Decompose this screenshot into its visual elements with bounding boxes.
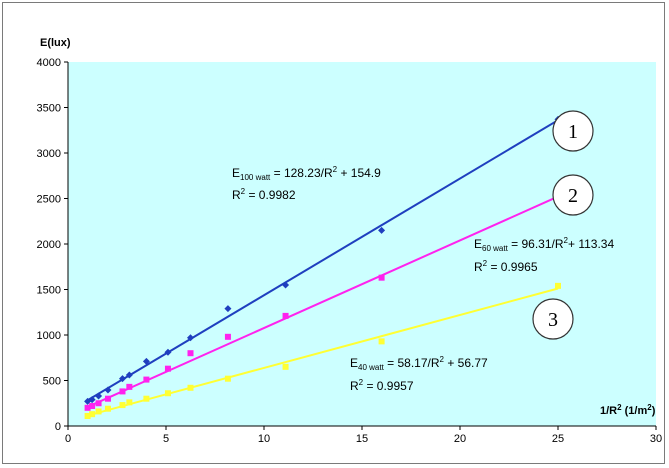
fit-line-series-2	[87, 195, 559, 408]
badge-circle-3	[532, 298, 574, 340]
y-tick-label: 0	[55, 421, 61, 433]
y-tick-label: 1500	[37, 285, 61, 297]
data-point-series-3	[89, 411, 96, 418]
y-tick-label: 1000	[37, 330, 61, 342]
x-tick-label: 20	[454, 433, 466, 445]
data-point-series-3	[95, 408, 102, 415]
x-tick-label: 25	[552, 433, 564, 445]
x-tick-label: 15	[356, 433, 368, 445]
data-point-series-3	[104, 405, 111, 412]
data-point-series-1	[164, 348, 172, 356]
data-point-series-2	[119, 388, 126, 395]
data-point-series-3	[187, 384, 194, 391]
data-point-series-3	[555, 282, 561, 289]
data-point-series-1	[187, 334, 194, 342]
y-axis-ticks: 0 500 1000 1500 2000 2500 3000 3500 4000	[37, 57, 68, 433]
x-tick-label: 10	[258, 433, 270, 445]
y-tick-label: 4000	[37, 57, 61, 69]
badge-circle-1	[552, 110, 594, 152]
r-squared-40-watt: R2 = 0.9957	[350, 378, 414, 393]
x-axis-title-unit-close: )	[652, 405, 656, 417]
x-axis-title-unit-sup: 2	[647, 403, 652, 412]
r-squared-60-watt: R2 = 0.9965	[474, 259, 538, 274]
data-point-series-2	[164, 365, 171, 372]
data-point-series-3	[143, 395, 150, 402]
y-tick-label: 500	[43, 376, 61, 388]
data-point-series-1	[88, 396, 96, 404]
data-point-series-2	[84, 404, 91, 411]
data-point-series-1	[118, 375, 126, 383]
data-point-series-3	[164, 390, 171, 397]
x-axis-title-unit: (1/m	[622, 405, 648, 417]
y-tick-label: 3500	[37, 103, 61, 115]
data-point-series-2	[282, 312, 289, 319]
equation-60-watt-line: E60 watt = 96.31/R2+ 113.34	[474, 236, 614, 253]
badge-label-2: 2	[568, 185, 578, 207]
data-point-series-1	[378, 226, 386, 234]
data-point-series-3	[84, 412, 91, 419]
series-badge-3: 3	[532, 298, 574, 340]
x-axis-title-main: 1/R	[600, 405, 617, 417]
equation-100-watt: E100 watt = 128.23/R2 + 154.9 R2 = 0.998…	[232, 165, 381, 202]
data-point-series-2	[126, 383, 133, 390]
x-axis-title-sup: 2	[617, 403, 622, 412]
x-tick-label: 30	[650, 433, 662, 445]
y-tick-label: 2000	[37, 239, 61, 251]
badge-label-3: 3	[548, 309, 558, 331]
data-point-series-1	[282, 281, 290, 289]
data-point-series-1	[125, 371, 133, 379]
data-point-series-2	[224, 333, 231, 340]
badge-circle-2	[552, 174, 594, 216]
x-tick-label: 0	[65, 433, 71, 445]
equation-60-watt: E60 watt = 96.31/R2+ 113.34 R2 = 0.9965	[474, 236, 614, 274]
data-point-series-2	[89, 402, 96, 409]
data-point-series-2	[143, 376, 150, 383]
y-axis-title: E(lux)	[40, 37, 71, 49]
data-point-series-1	[95, 392, 103, 400]
badge-label-1: 1	[568, 121, 578, 143]
data-point-series-3	[224, 375, 231, 382]
x-axis-title: 1/R2 (1/m2)	[600, 403, 656, 418]
data-point-series-1	[104, 386, 112, 394]
data-point-series-2	[95, 400, 102, 407]
data-point-series-3	[282, 363, 289, 370]
r-squared-100-watt: R2 = 0.9982	[232, 187, 296, 202]
equation-40-watt: E40 watt = 58.17/R2 + 56.77 R2 = 0.9957	[350, 355, 488, 393]
equation-100-watt-line: E100 watt = 128.23/R2 + 154.9	[232, 165, 381, 182]
y-tick-label: 3000	[37, 148, 61, 160]
data-point-series-2	[378, 274, 385, 281]
series-badge-2: 2	[552, 174, 594, 216]
x-axis-ticks: 0 5 10 15 20 25 30	[65, 426, 662, 445]
data-point-series-2	[187, 350, 194, 357]
series-badge-1: 1	[552, 110, 594, 152]
data-point-series-3	[119, 402, 126, 409]
x-tick-label: 5	[163, 433, 169, 445]
data-markers	[84, 115, 562, 419]
data-point-series-1	[224, 305, 232, 313]
data-point-series-1	[142, 357, 150, 365]
data-point-series-3	[378, 338, 385, 345]
data-point-series-3	[126, 399, 133, 406]
equation-40-watt-line: E40 watt = 58.17/R2 + 56.77	[350, 355, 488, 372]
data-point-series-2	[104, 395, 111, 402]
y-tick-label: 2500	[37, 194, 61, 206]
